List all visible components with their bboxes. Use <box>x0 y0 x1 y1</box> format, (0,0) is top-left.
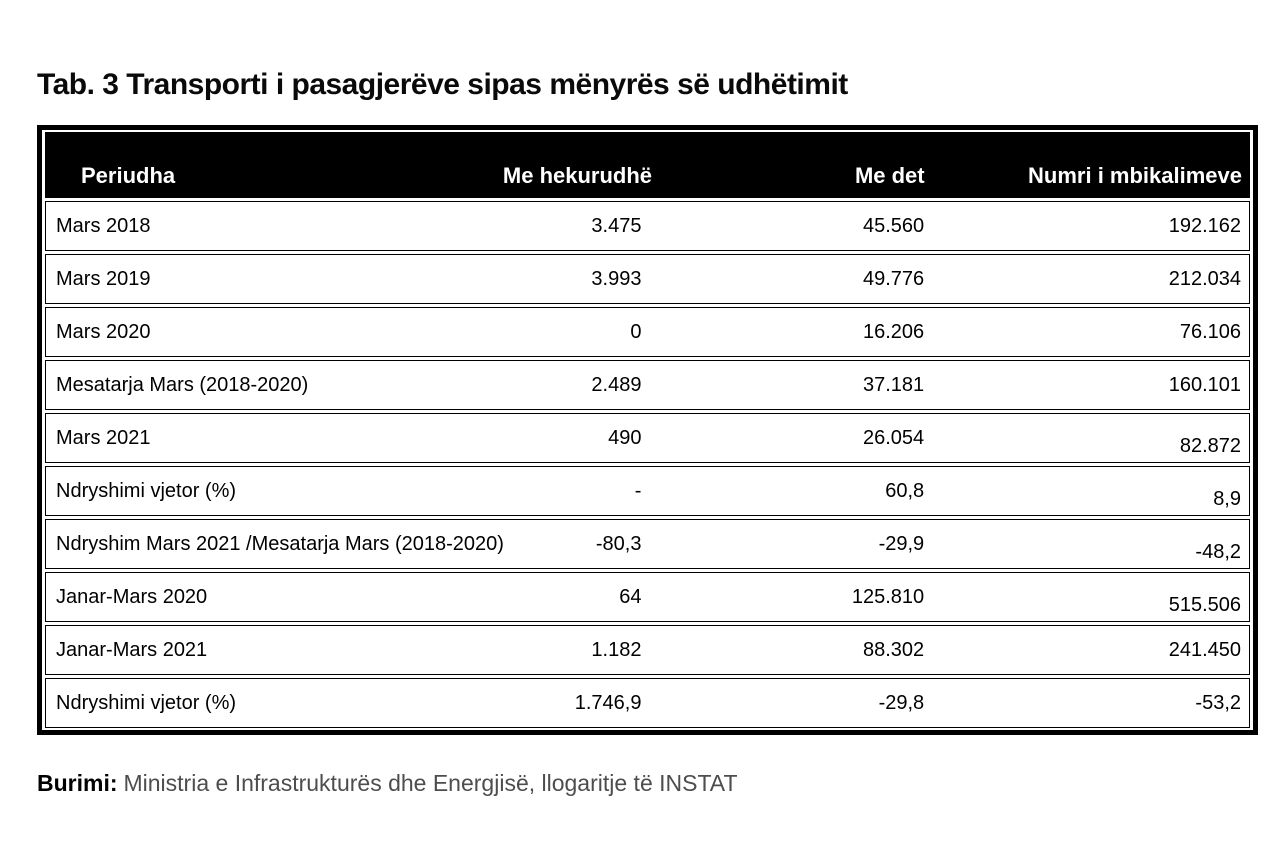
value-cell: -53,2 <box>1195 691 1241 714</box>
value-cell: 3.993 <box>591 267 642 290</box>
value-cell: 82.872 <box>1179 434 1241 457</box>
value-cell: 0 <box>630 320 642 343</box>
header-cell: Me det <box>854 163 925 188</box>
value-cell: - <box>634 479 642 502</box>
transport-table: Periudha Me hekurudhë Me det Numri i mbikal… <box>37 125 1258 735</box>
value-cell: 64 <box>619 585 642 608</box>
value-cell: 192.162 <box>1168 214 1241 237</box>
table-row: Mars 2018 3.475 45.560 192.162 <box>45 201 1250 251</box>
table-title: Tab. 3 Transporti i pasagjerëve sipas më… <box>37 68 848 101</box>
value-cell: 1.746,9 <box>574 691 642 714</box>
row-label: Ndryshimi vjetor (%) <box>56 691 237 714</box>
value-cell: 490 <box>608 426 642 449</box>
table-row: Janar-Mars 2020 64 125.810 515.506 <box>45 572 1250 622</box>
value-cell: 16.206 <box>863 320 925 343</box>
value-cell: 76.106 <box>1179 320 1241 343</box>
value-cell: 3.475 <box>591 214 642 237</box>
table-row: Mars 2020 0 16.206 76.106 <box>45 307 1250 357</box>
value-cell: 241.450 <box>1168 638 1241 661</box>
value-cell: -29,9 <box>878 532 925 555</box>
table-header-row: Periudha Me hekurudhë Me det Numri i mbikal… <box>45 132 1250 198</box>
table-row: Mars 2021 490 26.054 82.872 <box>45 413 1250 463</box>
table-row: Janar-Mars 2021 1.182 88.302 241.450 <box>45 625 1250 675</box>
table-row: Ndryshimi vjetor (%) 1.746,9 -29,8 -53,2 <box>45 678 1250 728</box>
header-cell: Periudha <box>81 163 176 188</box>
row-label: Ndryshimi vjetor (%) <box>56 479 237 502</box>
header-cell: Me hekurudhë <box>502 163 653 188</box>
row-label: Ndryshim Mars 2021 /Mesatarja Mars (2018… <box>56 532 504 555</box>
value-cell: 2.489 <box>591 373 642 396</box>
value-cell: -29,8 <box>878 691 925 714</box>
value-cell: -48,2 <box>1195 540 1241 563</box>
value-cell: 125.810 <box>851 585 925 608</box>
row-label: Janar-Mars 2021 <box>56 638 208 661</box>
row-label: Mars 2021 <box>56 426 151 449</box>
source-note: Burimi: Ministria e Infrastrukturës dhe E… <box>37 770 738 797</box>
value-cell: 26.054 <box>863 426 925 449</box>
row-label: Janar-Mars 2020 <box>56 585 208 608</box>
table-row: Mesatarja Mars (2018-2020) 2.489 37.181 160… <box>45 360 1250 410</box>
header-cell: Numri i mbikalimeve <box>1028 163 1242 188</box>
source-text: Ministria e Infrastrukturës dhe Energjis… <box>123 770 738 796</box>
value-cell: 60,8 <box>885 479 925 502</box>
value-cell: 212.034 <box>1168 267 1241 290</box>
value-cell: 45.560 <box>863 214 925 237</box>
table-row: Ndryshim Mars 2021 /Mesatarja Mars (2018… <box>45 519 1250 569</box>
row-label: Mars 2020 <box>56 320 151 343</box>
value-cell: 37.181 <box>863 373 925 396</box>
value-cell: 515.506 <box>1168 593 1241 616</box>
row-label: Mesatarja Mars (2018-2020) <box>56 373 309 396</box>
value-cell: 160.101 <box>1168 373 1241 396</box>
value-cell: 8,9 <box>1213 487 1241 510</box>
row-label: Mars 2019 <box>56 267 151 290</box>
table-row: Mars 2019 3.993 49.776 212.034 <box>45 254 1250 304</box>
table-row: Ndryshimi vjetor (%) - 60,8 8,9 <box>45 466 1250 516</box>
source-label: Burimi: <box>37 770 118 796</box>
value-cell: 1.182 <box>591 638 642 661</box>
value-cell: 88.302 <box>863 638 925 661</box>
value-cell: -80,3 <box>595 532 642 555</box>
row-label: Mars 2018 <box>56 214 151 237</box>
value-cell: 49.776 <box>863 267 925 290</box>
